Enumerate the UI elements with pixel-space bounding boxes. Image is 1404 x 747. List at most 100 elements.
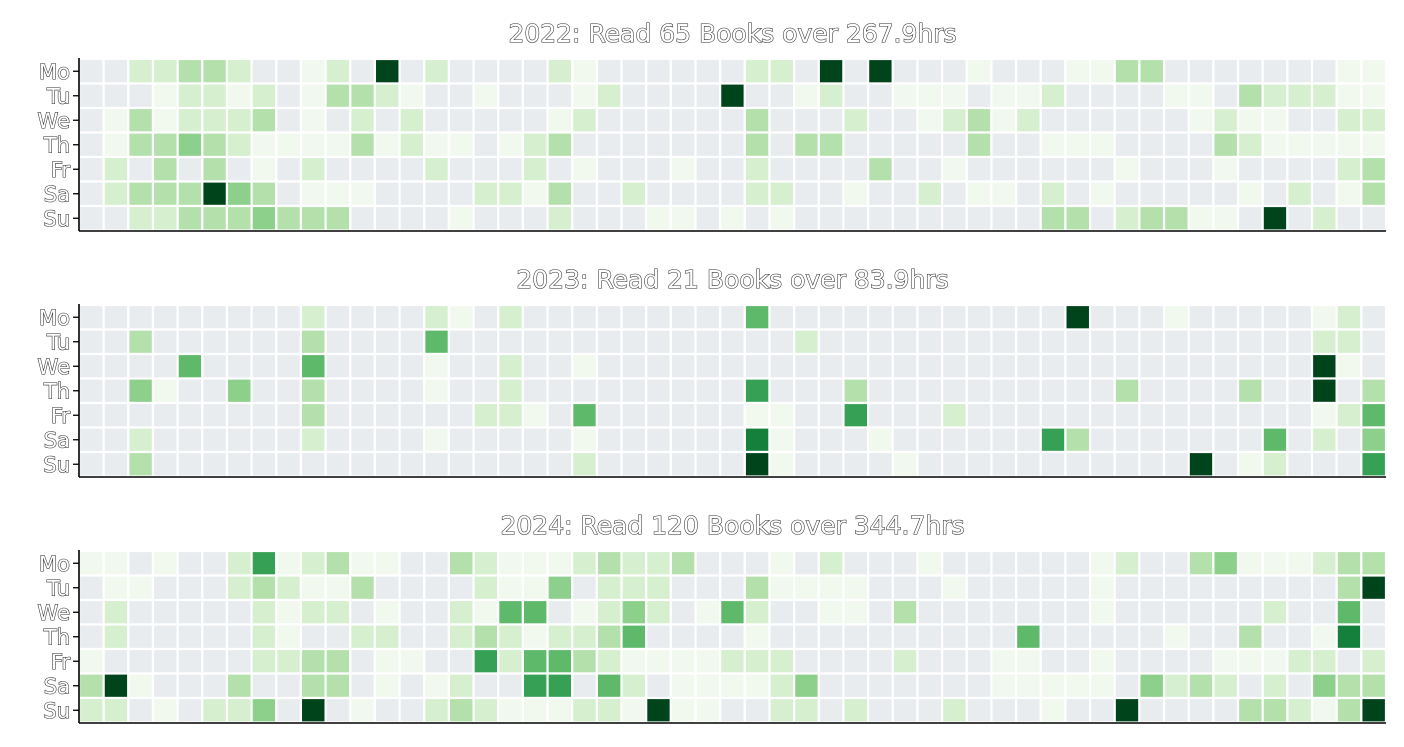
heatmap-cell (1310, 647, 1338, 675)
heatmap-cell (497, 450, 524, 478)
heatmap-cell (1187, 328, 1215, 356)
heatmap-cell (225, 696, 253, 724)
heatmap-cell (990, 647, 1018, 675)
heatmap-cell (472, 672, 500, 700)
heatmap-cell (620, 672, 648, 700)
heatmap-cell (916, 303, 944, 331)
heatmap-cell (77, 647, 105, 675)
heatmap-cell (127, 155, 155, 183)
heatmap-cell (398, 450, 426, 478)
heatmap-cell (1138, 328, 1166, 356)
heatmap-cell (793, 696, 820, 724)
heatmap-cell (447, 57, 475, 85)
y-tick-label: We (38, 109, 70, 133)
heatmap-cell (127, 131, 155, 159)
heatmap-cell (793, 180, 820, 208)
heatmap-cell (1187, 598, 1215, 626)
heatmap-cell (472, 303, 500, 331)
heatmap-cell (176, 352, 204, 380)
heatmap-cell (1310, 450, 1338, 478)
heatmap-cell (793, 426, 820, 454)
heatmap-cell (669, 328, 697, 356)
heatmap-cell (645, 352, 672, 380)
heatmap-cell (916, 155, 944, 183)
heatmap-cell (521, 623, 549, 651)
heatmap-cell (891, 401, 919, 429)
heatmap-cell (1113, 328, 1141, 356)
heatmap-cell (521, 57, 549, 85)
heatmap-cell (225, 598, 253, 626)
heatmap-cell (1113, 450, 1141, 478)
heatmap-cell (398, 696, 426, 724)
heatmap-cell (1236, 598, 1264, 626)
heatmap-cell (1310, 328, 1338, 356)
heatmap-cell (571, 574, 598, 602)
heatmap-cell (990, 82, 1018, 110)
heatmap-cell (250, 180, 278, 208)
heatmap-cell (151, 303, 179, 331)
y-tick-label: Th (43, 133, 70, 157)
heatmap-cell (472, 328, 500, 356)
heatmap-cell (1187, 106, 1215, 134)
heatmap-cell (669, 377, 697, 405)
heatmap-cell (176, 623, 204, 651)
heatmap-cell (275, 647, 303, 675)
heatmap-cell (842, 377, 870, 405)
heatmap-cell (1310, 82, 1338, 110)
heatmap-cell (916, 377, 944, 405)
heatmap-cell (77, 623, 105, 651)
heatmap-cell (299, 623, 327, 651)
heatmap-cell (965, 106, 993, 134)
heatmap-cell (1360, 574, 1388, 602)
heatmap-cell (1088, 180, 1116, 208)
heatmap-cell (102, 155, 130, 183)
heatmap-cell (275, 401, 303, 429)
heatmap-cell (1113, 204, 1141, 232)
heatmap-cell (201, 623, 229, 651)
heatmap-cell (571, 450, 598, 478)
heatmap-cell (1261, 131, 1289, 159)
y-tick-label: Sa (44, 674, 70, 698)
heatmap-cell (447, 401, 475, 429)
heatmap-cell (1138, 303, 1166, 331)
heatmap-cell (571, 598, 598, 626)
heatmap-cell (891, 696, 919, 724)
heatmap-cell (299, 696, 327, 724)
heatmap-cell (571, 426, 598, 454)
heatmap-cell (349, 204, 377, 232)
heatmap-cell (1162, 598, 1190, 626)
heatmap-cell (423, 696, 451, 724)
heatmap-cell (546, 574, 574, 602)
heatmap-cell (497, 303, 524, 331)
y-tick-label: Sa (44, 182, 70, 206)
heatmap-cell (324, 401, 352, 429)
heatmap-cell (595, 155, 623, 183)
heatmap-cell (1014, 377, 1042, 405)
heatmap-cell (1335, 82, 1363, 110)
heatmap-cell (620, 57, 648, 85)
heatmap-cell (250, 574, 278, 602)
heatmap-cell (1212, 328, 1240, 356)
heatmap-cell (645, 180, 672, 208)
heatmap-cell (916, 401, 944, 429)
heatmap-cell (743, 574, 771, 602)
heatmap-cell (546, 647, 574, 675)
heatmap-cell (546, 352, 574, 380)
heatmap-cell (423, 57, 451, 85)
heatmap-cell (77, 377, 105, 405)
heatmap-cell (423, 401, 451, 429)
heatmap-cell (645, 303, 672, 331)
heatmap-cell (201, 155, 229, 183)
heatmap-cell (151, 377, 179, 405)
heatmap-cell (842, 623, 870, 651)
heatmap-cell (941, 106, 968, 134)
heatmap-cell (1360, 672, 1388, 700)
heatmap-cell (472, 647, 500, 675)
heatmap-cell (102, 204, 130, 232)
heatmap-cell (941, 574, 968, 602)
heatmap-cell (1014, 574, 1042, 602)
heatmap-cell (275, 328, 303, 356)
heatmap-cell (1236, 131, 1264, 159)
heatmap-cell (1360, 57, 1388, 85)
y-tick-label: Th (43, 379, 70, 403)
